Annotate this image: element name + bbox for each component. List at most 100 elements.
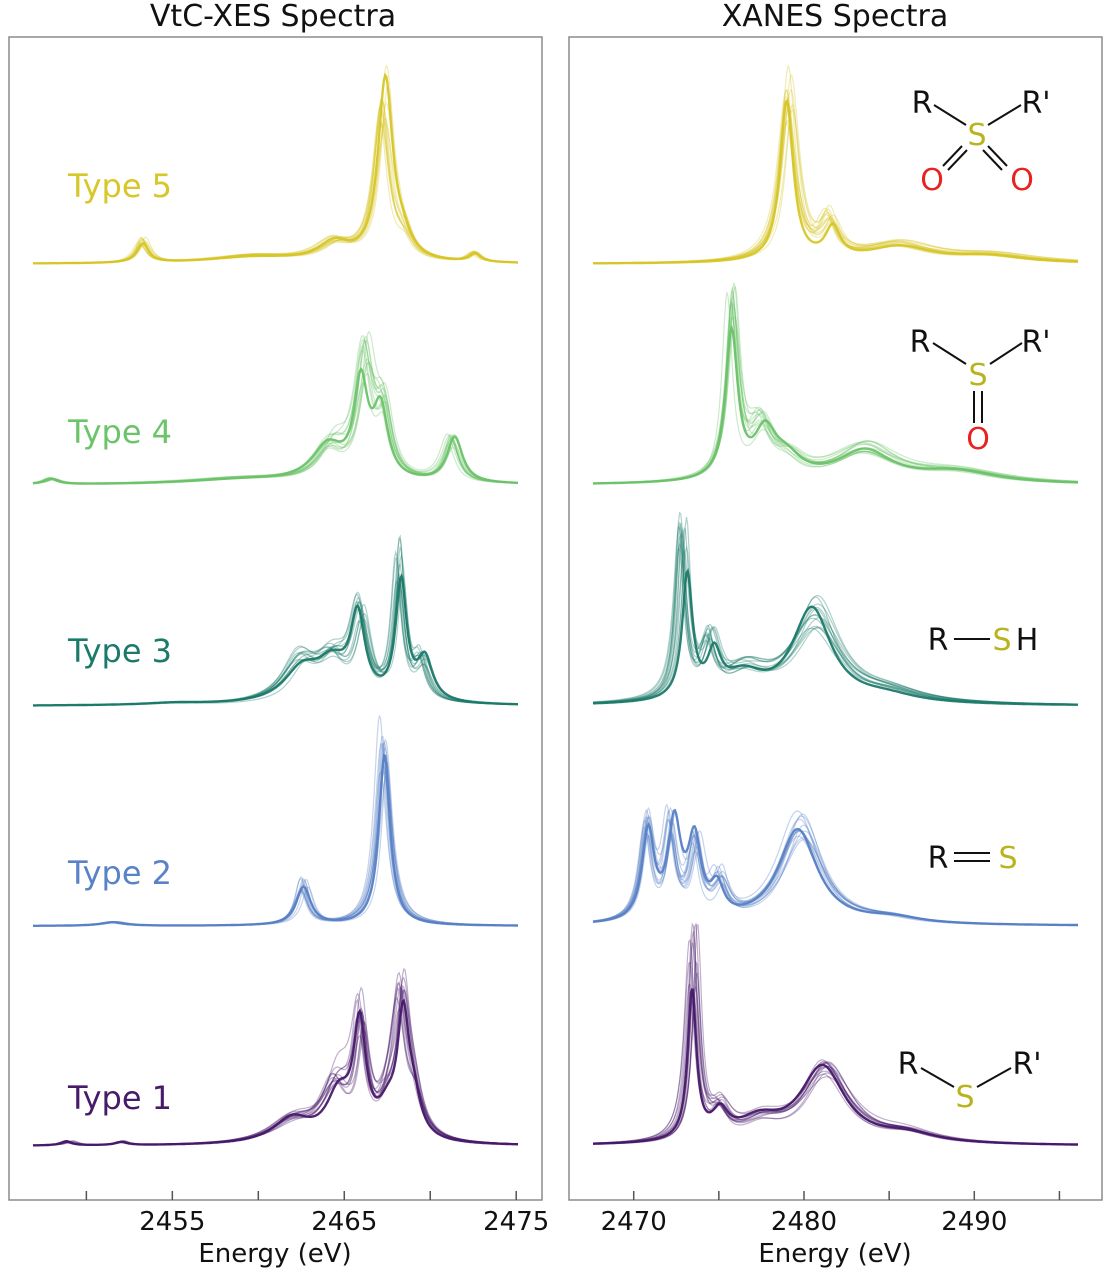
xanes-trace <box>592 316 1078 484</box>
xanes-trace <box>593 285 1079 484</box>
double-bond <box>982 149 1003 171</box>
xes-trace <box>33 986 518 1146</box>
xes-trace <box>32 382 518 484</box>
xes-trace <box>32 362 518 484</box>
xes-trace <box>33 64 519 264</box>
xes-trace <box>32 120 519 264</box>
xanes-xlabel: Energy (eV) <box>758 1239 911 1269</box>
xanes-trace <box>593 109 1079 264</box>
structure-thione: R S <box>928 841 1018 876</box>
xes-trace <box>32 367 518 485</box>
xanes-trace <box>593 301 1078 484</box>
xanes-trace <box>593 324 1078 485</box>
atom-r-prime: R' <box>1021 86 1050 121</box>
xes-plot-area <box>32 64 519 1147</box>
xes-trace <box>33 740 518 927</box>
xes-trace <box>33 988 518 1146</box>
atom-r-prime: R' <box>1021 325 1050 360</box>
atom-r-prime: R' <box>1012 1047 1041 1082</box>
atom-s: S <box>967 118 986 153</box>
xes-trace <box>33 774 518 927</box>
bond <box>932 342 967 365</box>
xes-trace <box>33 117 519 264</box>
xanes-trace <box>592 282 1078 485</box>
atom-s: S <box>955 1080 974 1115</box>
xes-tick-label: 2455 <box>139 1207 205 1237</box>
xes-trace <box>32 1007 518 1146</box>
xes-trace <box>33 572 518 706</box>
xes-trace <box>33 584 518 706</box>
xes-trace <box>33 742 518 927</box>
xanes-trace <box>593 989 1078 1146</box>
xanes-trace <box>592 547 1078 705</box>
xes-series-type-3 <box>33 534 519 707</box>
xanes-trace <box>593 119 1079 264</box>
xanes-trace <box>593 301 1078 485</box>
xanes-trace <box>592 817 1078 926</box>
xanes-trace <box>592 922 1078 1145</box>
xanes-series-type-4 <box>592 282 1079 485</box>
xes-trace <box>33 976 519 1146</box>
xes-trace <box>33 988 519 1146</box>
xanes-trace <box>592 810 1078 926</box>
xanes-trace <box>593 542 1078 705</box>
xanes-trace <box>592 938 1078 1146</box>
xes-trace <box>33 997 518 1146</box>
double-bond <box>987 145 1008 167</box>
xanes-title: XANES Spectra <box>722 0 949 34</box>
atom-s: S <box>998 841 1017 876</box>
xes-trace <box>33 553 518 706</box>
type-5-label: Type 5 <box>67 167 172 205</box>
xanes-trace <box>592 511 1078 706</box>
xes-series-type-5 <box>32 64 519 265</box>
xes-trace <box>33 735 518 927</box>
xes-trace <box>33 101 518 264</box>
xanes-series-type-2 <box>592 803 1078 927</box>
xanes-trace <box>592 829 1078 926</box>
bond <box>987 104 1022 126</box>
xanes-trace <box>593 106 1079 264</box>
atom-s: S <box>968 358 987 393</box>
structure-sulfoxide: R R' S O <box>910 325 1051 457</box>
xes-panel: VtC-XES Spectra 2455 2465 2475 Energy (eV) <box>8 0 549 1269</box>
xanes-trace <box>592 545 1078 706</box>
atom-o-right: O <box>1010 163 1034 198</box>
xanes-frame <box>568 36 1103 1201</box>
atom-r: R <box>928 841 949 876</box>
atom-h: H <box>1016 623 1039 658</box>
xanes-tick-label: 2490 <box>941 1207 1007 1237</box>
xes-trace <box>32 330 519 485</box>
xanes-trace <box>592 812 1078 926</box>
xes-trace <box>33 770 518 927</box>
structure-thioether: R R' S <box>898 1047 1042 1115</box>
xes-trace <box>32 349 518 485</box>
xanes-series-type-3 <box>592 511 1079 706</box>
atom-r: R <box>912 86 933 121</box>
xanes-trace <box>593 988 1078 1146</box>
xanes-trace <box>592 824 1078 926</box>
xanes-trace <box>592 526 1078 706</box>
xanes-trace <box>592 526 1078 706</box>
xanes-trace <box>593 299 1078 484</box>
xanes-trace <box>592 286 1079 484</box>
xes-trace <box>33 743 518 927</box>
xes-tick-label: 2465 <box>311 1207 377 1237</box>
xanes-trace <box>593 102 1079 264</box>
xes-xlabel: Energy (eV) <box>198 1239 351 1269</box>
xes-trace <box>33 580 519 707</box>
xes-trace <box>33 339 519 485</box>
xanes-panel: XANES Spectra 2470 2480 2490 Energy (eV) <box>568 0 1103 1269</box>
xanes-trace <box>593 532 1078 706</box>
xanes-trace <box>592 942 1079 1146</box>
xes-trace <box>33 124 519 264</box>
structure-sulfone: R R' S O O <box>912 86 1051 198</box>
xanes-trace <box>593 89 1079 264</box>
xes-trace <box>32 998 518 1147</box>
double-bond <box>942 145 963 167</box>
xes-trace <box>33 576 518 706</box>
xes-trace <box>33 106 518 264</box>
xes-trace <box>33 971 518 1146</box>
xanes-trace <box>593 986 1078 1146</box>
xanes-trace <box>593 931 1078 1146</box>
xanes-trace <box>593 992 1079 1146</box>
